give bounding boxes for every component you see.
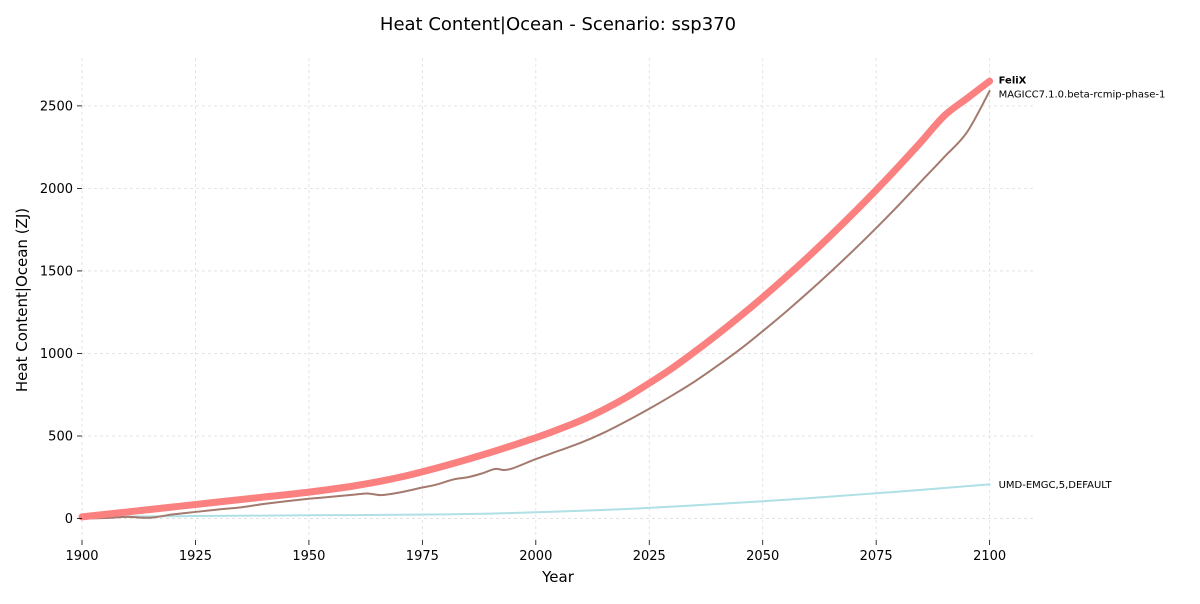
x-tick-label: 2100 bbox=[973, 549, 1006, 564]
x-tick: 2075 bbox=[860, 540, 893, 564]
y-tick-label: 1500 bbox=[40, 264, 73, 279]
series-line-magicc7-1-0-beta-rcmip-phase-1 bbox=[81, 90, 991, 520]
series-labels: UMD-EMGC,5,DEFAULT MAGICC7.1.0.beta-rcmip… bbox=[999, 76, 1166, 491]
x-axis: 1900 1925 1950 1975 2000 2025 2050 2075 2100 bbox=[65, 540, 1006, 564]
x-tick-label: 1975 bbox=[406, 549, 439, 564]
y-tick-label: 1000 bbox=[40, 347, 73, 362]
series-label-umd-emgc-5-default: UMD-EMGC,5,DEFAULT bbox=[999, 480, 1113, 491]
x-tick-label: 2000 bbox=[519, 549, 552, 564]
y-tick: 0 bbox=[65, 512, 82, 527]
x-tick-label: 2050 bbox=[746, 549, 779, 564]
x-tick-label: 2025 bbox=[633, 549, 666, 564]
y-tick: 500 bbox=[48, 430, 82, 445]
x-tick: 1900 bbox=[65, 540, 99, 564]
x-tick-label: 1950 bbox=[292, 549, 325, 564]
x-tick: 1975 bbox=[406, 540, 439, 564]
series-layer bbox=[78, 77, 994, 521]
series-label-magicc7-1-0-beta-rcmip-phase-1: MAGICC7.1.0.beta-rcmip-phase-1 bbox=[999, 90, 1166, 101]
y-tick: 1000 bbox=[40, 347, 82, 362]
y-tick-label: 2000 bbox=[40, 182, 73, 197]
series-label-felix: FeliX bbox=[999, 76, 1027, 87]
x-tick: 1950 bbox=[292, 540, 325, 564]
y-axis-label: Heat Content|Ocean (ZJ) bbox=[13, 208, 31, 392]
x-tick-label: 1925 bbox=[179, 549, 212, 564]
y-tick: 2000 bbox=[40, 182, 82, 197]
chart-title: Heat Content|Ocean - Scenario: ssp370 bbox=[380, 14, 736, 35]
x-axis-label: Year bbox=[541, 568, 575, 586]
y-tick-label: 500 bbox=[48, 430, 73, 445]
x-tick: 2050 bbox=[746, 540, 779, 564]
x-tick: 2000 bbox=[519, 540, 552, 564]
x-tick-label: 1900 bbox=[65, 549, 98, 564]
y-tick-label: 2500 bbox=[40, 99, 73, 114]
y-tick: 1500 bbox=[40, 264, 82, 279]
grid bbox=[81, 58, 1035, 540]
y-tick: 2500 bbox=[40, 99, 82, 114]
x-tick-label: 2075 bbox=[860, 549, 893, 564]
x-tick: 1925 bbox=[179, 540, 212, 564]
y-axis: 0 500 1000 1500 2000 2500 bbox=[40, 99, 82, 527]
series-line-umd-emgc-5-default bbox=[81, 483, 991, 518]
y-tick-label: 0 bbox=[65, 512, 73, 527]
x-tick: 2025 bbox=[633, 540, 666, 564]
x-tick: 2100 bbox=[973, 540, 1006, 564]
series-line-felix bbox=[78, 77, 994, 521]
